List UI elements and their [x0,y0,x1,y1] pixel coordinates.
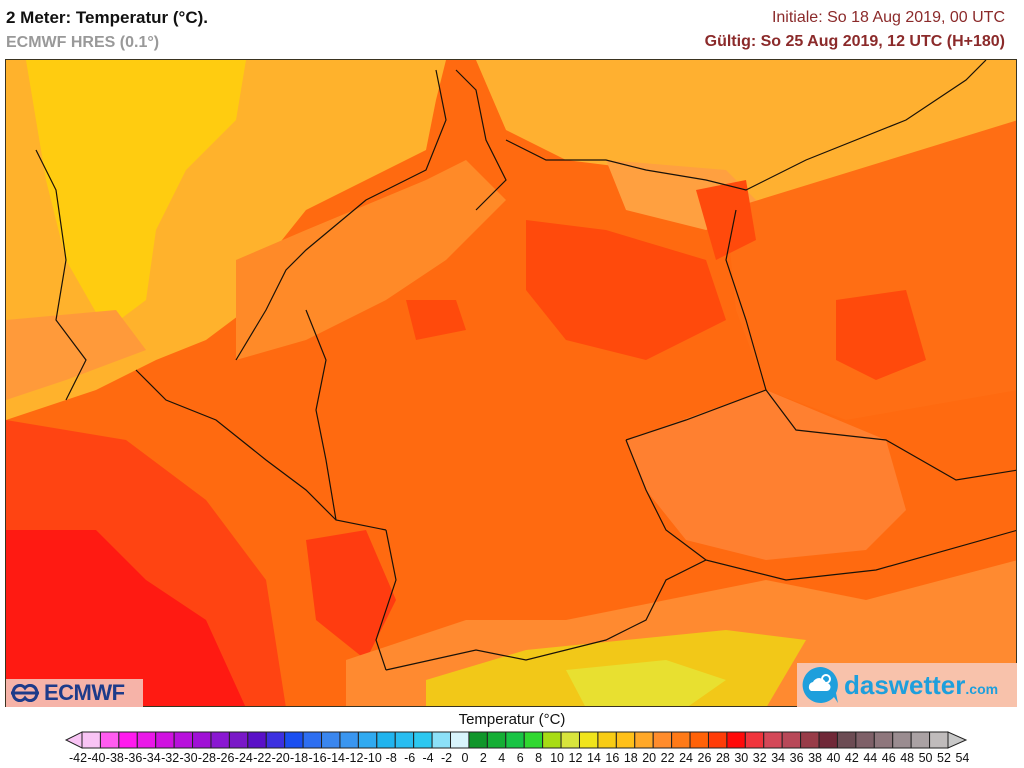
colorbar-tick-label: -14 [326,751,345,765]
colorbar-tick-label: 26 [697,751,712,765]
init-time: Initiale: So 18 Aug 2019, 00 UTC [771,9,1005,26]
colorbar-tick-label: 8 [535,751,543,765]
colorbar-tick-label: 32 [752,751,767,765]
colorbar-tick-label: 38 [808,751,822,765]
cloud-sun-bubble-icon [802,667,838,703]
colorbar-tick-label: -6 [404,751,416,765]
colorbar-tick-label: 6 [516,751,524,765]
colorbar-tick-label: 54 [955,751,970,765]
colorbar-tick-label: -8 [385,751,397,765]
ecmwf-logo: ECMWF [6,679,143,707]
colorbar-tick-label: 16 [605,751,620,765]
colorbar-tick-label: 30 [734,751,749,765]
colorbar-tick-label: -32 [161,751,180,765]
ecmwf-logo-text: ECMWF [44,680,125,705]
colorbar-tick-label: 42 [844,751,859,765]
daswetter-logo[interactable]: daswetter .com [797,663,1017,707]
colorbar-tick-label: -34 [142,751,161,765]
chart-title: 2 Meter: Temperatur (°C). [6,8,209,27]
colorbar-tick-label: 18 [623,751,638,765]
colorbar-tick-label: 0 [461,751,469,765]
colorbar-tick-label: 4 [498,751,506,765]
valid-time: Gültig: So 25 Aug 2019, 12 UTC (H+180) [704,33,1005,50]
colorbar-tick-label: -30 [179,751,198,765]
daswetter-logo-suffix: .com [965,681,999,697]
colorbar-tick-label: 50 [918,751,933,765]
colorbar-tick-label: 34 [771,751,786,765]
map-canvas [6,60,1016,706]
colorbar-tick-label: -26 [216,751,235,765]
colorbar-tick-label: 22 [660,751,675,765]
colorbar-tick-label: 28 [715,751,730,765]
colorbar-tick-label: -18 [290,751,309,765]
colorbar-tick-label: -16 [308,751,327,765]
colorbar-swatches [64,731,968,749]
colorbar-tick-label: 36 [789,751,804,765]
colorbar-tick-label: 12 [568,751,583,765]
colorbar-tick-label: -24 [234,751,253,765]
colorbar-tick-label: -40 [87,751,106,765]
colorbar-tick-label: 46 [881,751,896,765]
colorbar-labels: -42 -40 -38 -36 -34 -32 -30 -28 -26 -24 -22 -20 -18-… [0,751,1024,767]
colorbar-tick-label: -42 [68,751,88,765]
colorbar-tick-label: 14 [586,751,601,765]
colorbar-tick-label: -36 [124,751,143,765]
colorbar-tick-label: -2 [440,751,453,765]
colorbar-tick-label: 48 [900,751,915,765]
colorbar-title: Temperatur (°C) [458,711,566,728]
model-label: ECMWF HRES (0.1°) [6,34,160,51]
colorbar-tick-label: 20 [642,751,657,765]
colorbar-tick-label: -22 [253,751,272,765]
colorbar-tick-label: -10 [363,751,382,765]
colorbar-tick-label: -12 [345,751,364,765]
colorbar-tick-label: 44 [863,751,878,765]
colorbar-tick-label: 40 [826,751,841,765]
colorbar-tick-label: 24 [679,751,693,765]
colorbar-tick-label: -4 [422,751,434,765]
temperature-map[interactable] [5,59,1017,707]
colorbar-tick-label: -38 [105,751,124,765]
colorbar-tick-label: 2 [479,751,487,765]
colorbar-tick-label: -20 [271,751,290,765]
colorbar-tick-label: 52 [937,751,951,765]
colorbar-tick-label: 10 [550,751,565,765]
daswetter-logo-text: daswetter [844,669,966,700]
ecmwf-symbol-icon [11,684,39,702]
colorbar-tick-label: -28 [197,751,217,765]
